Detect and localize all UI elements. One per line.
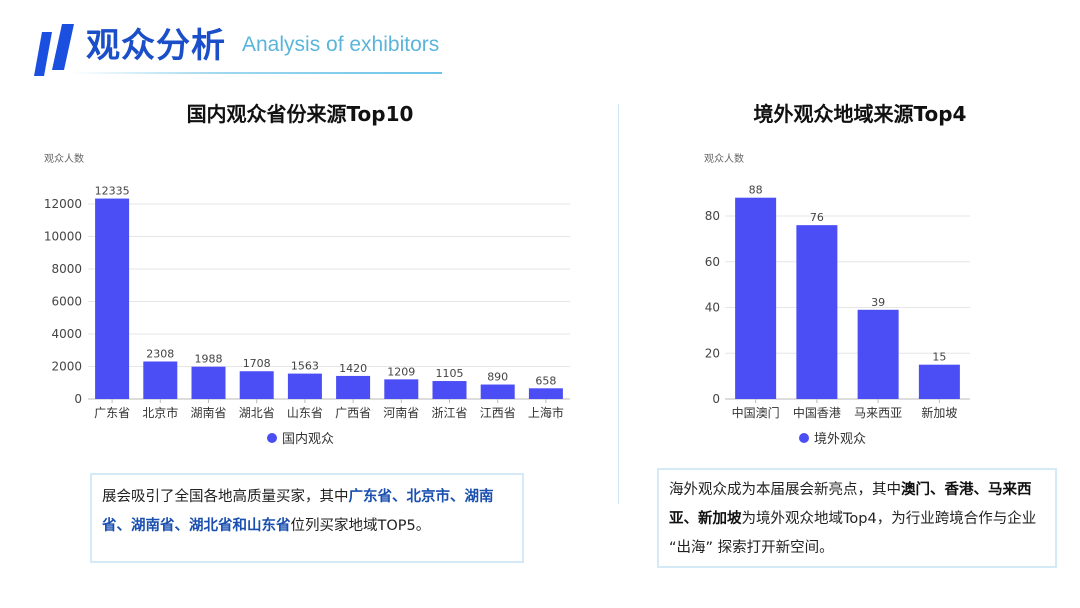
data-label: 88 <box>749 184 763 197</box>
bar-江西省 <box>480 384 515 399</box>
y-axis-label: 观众人数 <box>44 152 84 165</box>
x-tick-label: 广西省 <box>335 406 371 420</box>
legend-marker-icon <box>267 433 277 443</box>
data-label: 658 <box>535 374 556 387</box>
x-tick-label: 北京市 <box>142 405 178 420</box>
data-label: 1420 <box>339 362 367 375</box>
data-label: 15 <box>932 351 946 364</box>
logo-slashes-icon <box>34 24 74 76</box>
bar-中国澳门 <box>735 197 777 399</box>
bar-中国香港 <box>796 225 838 399</box>
bar-湖南省 <box>191 366 226 399</box>
bar-北京市 <box>143 361 178 399</box>
x-tick-label: 马来西亚 <box>854 406 902 420</box>
x-tick-label: 浙江省 <box>431 406 467 420</box>
y-tick-label: 8000 <box>51 262 82 276</box>
note-segment: 澳门、香港、马来西亚、新加坡 <box>669 482 1032 527</box>
bar-广东省 <box>95 198 130 399</box>
data-label: 12335 <box>95 185 130 198</box>
x-tick-label: 湖北省 <box>239 405 275 420</box>
x-tick-label: 中国香港 <box>793 405 841 420</box>
x-tick-label: 中国澳门 <box>732 405 780 420</box>
bar-上海市 <box>528 388 563 399</box>
y-tick-label: 0 <box>712 392 720 406</box>
note-segment: 位列买家地域TOP5。 <box>290 518 431 534</box>
domestic-note-box: 展会吸引了全国各地高质量买家，其中广东省、北京市、湖南省、湖南省、湖北省和山东省… <box>90 473 524 563</box>
y-tick-label: 0 <box>74 392 82 406</box>
y-tick-label: 10000 <box>44 230 82 244</box>
y-tick-label: 12000 <box>44 197 82 211</box>
page-subtitle: Analysis of exhibitors <box>242 33 440 56</box>
data-label: 1209 <box>387 365 415 378</box>
legend-marker-icon <box>799 433 809 443</box>
chart-title-domestic: 国内观众省份来源Top10 <box>186 102 414 126</box>
y-tick-label: 2000 <box>51 360 82 374</box>
data-label: 39 <box>871 296 885 309</box>
chart-title-overseas: 境外观众地域来源Top4 <box>753 102 967 126</box>
y-tick-label: 6000 <box>51 295 82 309</box>
bar-广西省 <box>336 375 371 399</box>
note-segment: 广东省、北京市、湖南省、湖南省、湖北省和山东省 <box>102 489 494 534</box>
bar-浙江省 <box>432 381 467 399</box>
note-segment: 海外观众成为本届展会新亮点，其中 <box>669 482 901 498</box>
note-segment: 为境外观众地域Top4，为行业跨境合作与企业 “出海” 探索打开新空间。 <box>669 511 1037 556</box>
data-label: 890 <box>487 371 508 384</box>
data-label: 1988 <box>195 353 223 366</box>
x-tick-label: 山东省 <box>287 406 323 420</box>
y-tick-label: 40 <box>705 301 720 315</box>
y-tick-label: 20 <box>705 346 720 360</box>
page-title: 观众分析 <box>86 26 226 66</box>
y-tick-label: 80 <box>705 209 720 223</box>
data-label: 1105 <box>436 367 464 380</box>
y-tick-label: 4000 <box>51 327 82 341</box>
overseas-note-box: 海外观众成为本届展会新亮点，其中澳门、香港、马来西亚、新加坡为境外观众地域Top… <box>657 468 1057 568</box>
legend-label: 境外观众 <box>814 432 866 447</box>
bar-河南省 <box>384 379 419 399</box>
bar-新加坡 <box>918 364 960 399</box>
data-label: 1708 <box>243 357 271 370</box>
x-tick-label: 新加坡 <box>921 405 957 420</box>
column-divider <box>618 104 619 504</box>
bar-山东省 <box>287 373 322 399</box>
x-tick-label: 江西省 <box>480 406 516 420</box>
bar-马来西亚 <box>857 309 899 399</box>
x-tick-label: 河南省 <box>383 405 419 420</box>
x-tick-label: 上海市 <box>528 405 564 420</box>
y-axis-label: 观众人数 <box>704 152 744 165</box>
legend-label: 国内观众 <box>282 431 334 447</box>
x-tick-label: 湖南省 <box>190 405 226 420</box>
y-tick-label: 60 <box>705 255 720 269</box>
data-label: 1563 <box>291 360 319 373</box>
data-label: 76 <box>810 211 824 224</box>
bar-湖北省 <box>239 371 274 399</box>
data-label: 2308 <box>146 347 174 360</box>
note-segment: 展会吸引了全国各地高质量买家，其中 <box>102 489 349 505</box>
x-tick-label: 广东省 <box>94 406 130 420</box>
title-underline <box>70 72 442 74</box>
